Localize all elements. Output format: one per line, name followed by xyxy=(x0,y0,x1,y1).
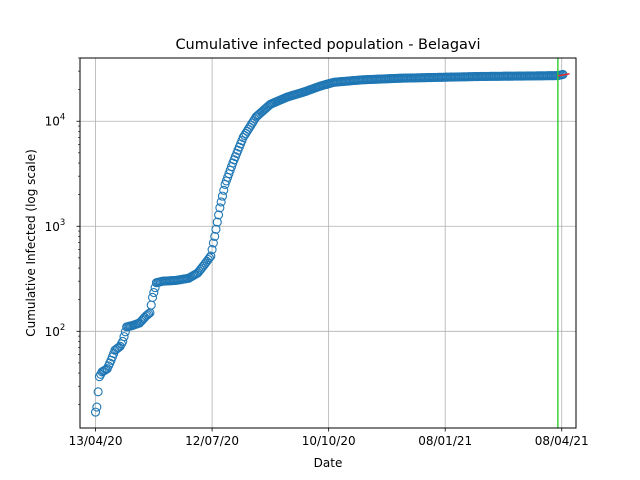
data-point xyxy=(92,402,102,412)
axis-ticks: 13/04/20 12/07/20 10/10/20 08/01/21 08/04/21… xyxy=(45,57,589,448)
y-tick-label: 104 xyxy=(45,113,66,129)
data-points xyxy=(90,69,568,417)
x-tick-label: 12/07/20 xyxy=(185,434,239,448)
y-tick-label: 103 xyxy=(45,218,66,234)
data-point xyxy=(93,387,103,397)
data-point xyxy=(215,203,225,213)
data-point xyxy=(204,253,215,263)
data-point xyxy=(206,251,216,261)
data-point xyxy=(144,309,154,319)
data-point xyxy=(211,224,221,234)
overlay-lines xyxy=(557,58,570,428)
chart-title: Cumulative infected population - Belagav… xyxy=(175,37,480,53)
x-tick-label: 13/04/20 xyxy=(69,434,123,448)
grid xyxy=(80,58,576,428)
data-point xyxy=(216,197,226,207)
x-tick-label: 08/04/21 xyxy=(535,434,589,448)
x-tick-label: 10/10/20 xyxy=(302,434,356,448)
data-point xyxy=(147,292,158,302)
data-point xyxy=(119,332,129,342)
data-point xyxy=(217,191,228,201)
fit-line xyxy=(557,73,570,77)
data-point xyxy=(212,217,222,227)
data-point xyxy=(118,336,128,347)
y-tick-label: 102 xyxy=(45,323,66,339)
data-point xyxy=(208,238,218,248)
data-point xyxy=(207,244,217,255)
data-point xyxy=(142,310,152,320)
x-axis-label: Date xyxy=(314,456,343,470)
plot-frame xyxy=(79,57,577,429)
data-point xyxy=(210,231,220,241)
data-point xyxy=(115,341,125,351)
x-tick-label: 08/01/21 xyxy=(418,434,472,448)
data-point xyxy=(214,210,224,220)
data-point xyxy=(149,287,159,298)
data-point xyxy=(90,407,101,417)
y-axis-label: Cumulative Infected (log scale) xyxy=(24,149,38,337)
data-point xyxy=(219,185,229,195)
